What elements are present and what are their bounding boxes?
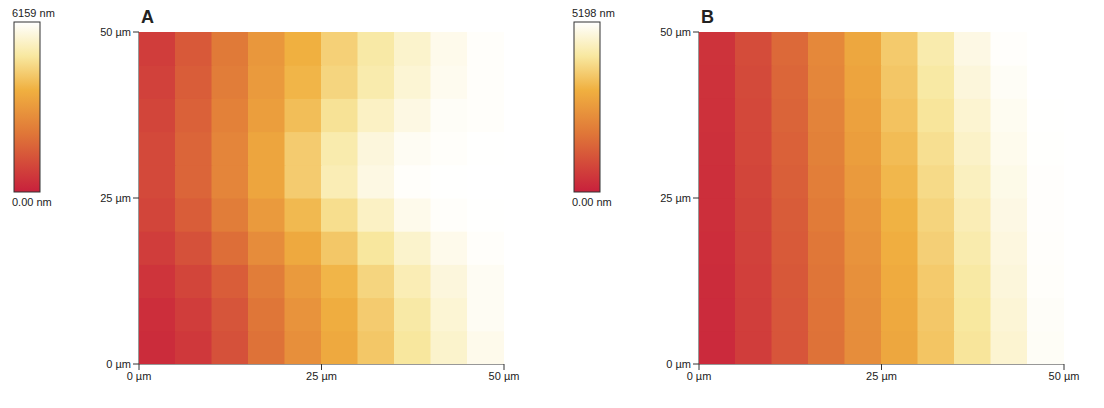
svg-text:50 µm: 50 µm bbox=[489, 370, 520, 382]
svg-text:5198 nm: 5198 nm bbox=[572, 7, 615, 19]
svg-text:0 µm: 0 µm bbox=[687, 370, 712, 382]
svg-text:50 µm: 50 µm bbox=[1049, 370, 1080, 382]
svg-text:0 µm: 0 µm bbox=[106, 358, 131, 370]
svg-text:0 µm: 0 µm bbox=[127, 370, 152, 382]
svg-text:0.00 nm: 0.00 nm bbox=[572, 196, 612, 208]
svg-text:25 µm: 25 µm bbox=[100, 192, 131, 204]
svg-text:50 µm: 50 µm bbox=[100, 26, 131, 38]
svg-text:0 µm: 0 µm bbox=[666, 358, 691, 370]
svg-text:25 µm: 25 µm bbox=[306, 370, 337, 382]
html-text:A: A bbox=[141, 7, 154, 27]
svg-text:50 µm: 50 µm bbox=[660, 26, 691, 38]
svg-text:25 µm: 25 µm bbox=[660, 192, 691, 204]
svg-text:25 µm: 25 µm bbox=[866, 370, 897, 382]
svg-text:0.00 nm: 0.00 nm bbox=[12, 196, 52, 208]
html-text:B: B bbox=[701, 7, 714, 27]
svg-text:6159 nm: 6159 nm bbox=[12, 7, 55, 19]
